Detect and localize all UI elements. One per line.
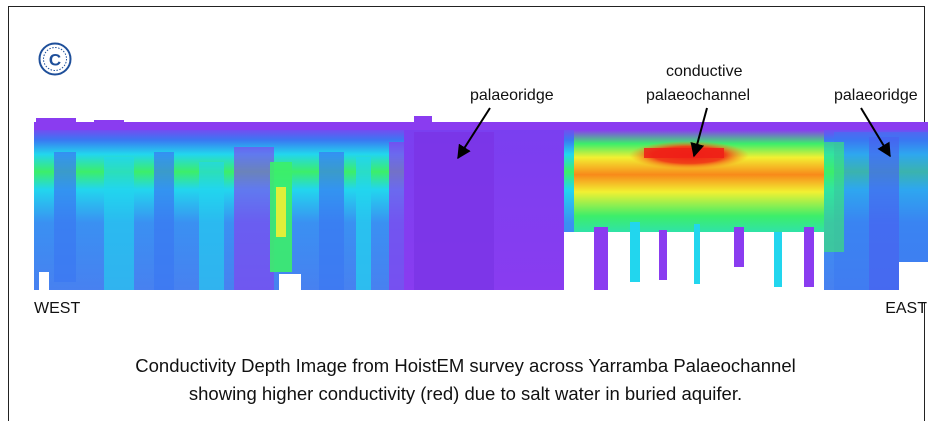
caption-line-1: Conductivity Depth Image from HoistEM su… (135, 355, 796, 376)
annotation-palaeoridge-east: palaeoridge (834, 87, 918, 104)
conductivity-depth-image (34, 116, 928, 302)
east-label: EAST (885, 300, 927, 317)
svg-text:C: C (49, 51, 61, 70)
annotation-conductive: conductive (666, 63, 743, 80)
annotation-palaeochannel: palaeochannel (646, 87, 751, 104)
annotation-palaeoridge-west: palaeoridge (470, 87, 554, 104)
company-logo-icon: C (38, 42, 72, 76)
caption-line-2: showing higher conductivity (red) due to… (188, 383, 743, 404)
west-label: WEST (34, 300, 81, 317)
